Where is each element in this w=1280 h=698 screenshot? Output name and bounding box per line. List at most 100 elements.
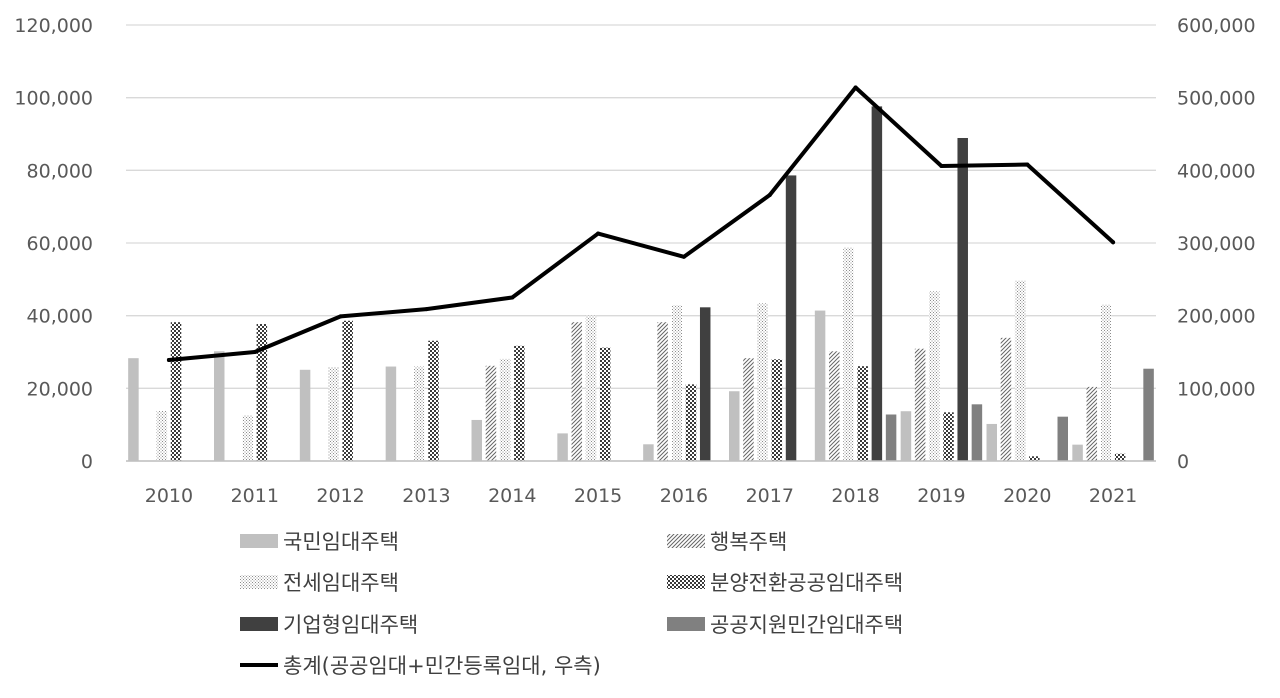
- legend-label: 기업형임대주택: [283, 613, 418, 637]
- legend-swatch-기업형임대주택: [240, 617, 278, 631]
- bar-전세임대주택-2016: [671, 305, 683, 461]
- line-point-total-2016: [681, 254, 686, 259]
- y-right-tick-label: 200,000: [1177, 306, 1256, 328]
- y-right-tick-label: 400,000: [1177, 160, 1256, 182]
- bar-행복주택-2017: [743, 358, 754, 461]
- bar-기업형임대주택-2018: [871, 106, 883, 462]
- bar-국민임대주택-2014: [471, 419, 482, 461]
- line-point-total-2015: [596, 231, 601, 236]
- bar-국민임대주택-2018: [814, 310, 826, 461]
- bar-분양전환공공임대주택-2017: [771, 359, 783, 461]
- legend-label: 국민임대주택: [283, 530, 399, 554]
- bar-국민임대주택-2015: [557, 433, 568, 461]
- x-tick-label: 2021: [1089, 485, 1137, 507]
- bar-전세임대주택-2013: [414, 366, 425, 461]
- y-right-tick-label: 0: [1177, 451, 1189, 473]
- bar-국민임대주택-2012: [299, 369, 311, 461]
- y-left-tick-label: 80,000: [27, 160, 93, 182]
- y-left-tick-label: 20,000: [27, 378, 93, 400]
- y-left-tick-label: 0: [81, 451, 93, 473]
- bar-전세임대주택-2011: [242, 415, 253, 461]
- bar-분양전환공공임대주택-2014: [514, 345, 525, 461]
- x-tick-label: 2018: [831, 485, 879, 507]
- bar-국민임대주택-2016: [643, 444, 654, 461]
- bar-전세임대주택-2012: [328, 367, 339, 461]
- bar-분양전환공공임대주택-2011: [256, 324, 268, 461]
- bar-분양전환공공임대주택-2010: [170, 322, 182, 461]
- bar-국민임대주택-2017: [729, 391, 740, 461]
- line-point-total-2014: [510, 295, 515, 300]
- legend-swatch-전세임대주택: [240, 575, 278, 589]
- series-line-total: [166, 85, 1116, 362]
- legend-label: 전세임대주택: [283, 571, 399, 595]
- x-tick-label: 2011: [231, 485, 279, 507]
- bar-국민임대주택-2011: [214, 351, 225, 461]
- bar-국민임대주택-2020: [986, 423, 997, 461]
- legend-swatch-행복주택: [667, 534, 705, 548]
- bar-기업형임대주택-2019: [957, 137, 968, 461]
- bar-공공지원민간임대주택-2019: [971, 404, 983, 461]
- bar-국민임대주택-2010: [128, 358, 139, 461]
- legend-label: 행복주택: [710, 530, 787, 554]
- x-tick-label: 2012: [316, 485, 364, 507]
- bar-전세임대주택-2019: [929, 291, 940, 461]
- bar-공공지원민간임대주택-2020: [1057, 416, 1068, 461]
- bar-공공지원민간임대주택-2021: [1143, 368, 1154, 461]
- legend-label: 공공지원민간임대주택: [710, 613, 903, 637]
- y-right-tick-label: 100,000: [1177, 378, 1256, 400]
- y-left-tick-label: 40,000: [27, 306, 93, 328]
- legend-swatch-국민임대주택: [240, 534, 278, 548]
- bar-기업형임대주택-2017: [785, 175, 797, 462]
- line-point-total-2019: [939, 163, 944, 168]
- x-tick-label: 2014: [488, 485, 536, 507]
- bar-분양전환공공임대주택-2020: [1029, 456, 1040, 461]
- y-left-tick-label: 100,000: [14, 88, 93, 110]
- bar-국민임대주택-2019: [900, 411, 912, 461]
- y-right-tick-label: 600,000: [1177, 15, 1256, 37]
- x-tick-label: 2013: [402, 485, 450, 507]
- legend-label: 총계(공공임대+민간등록임대, 우측): [283, 654, 601, 678]
- bar-기업형임대주택-2016: [699, 307, 711, 461]
- bar-분양전환공공임대주택-2018: [857, 366, 868, 461]
- bar-전세임대주택-2021: [1100, 304, 1112, 461]
- bar-공공지원민간임대주택-2018: [885, 414, 897, 461]
- x-tick-label: 2010: [145, 485, 193, 507]
- bar-분양전환공공임대주택-2015: [599, 347, 611, 461]
- bar-분양전환공공임대주택-2021: [1114, 453, 1126, 461]
- y-left-tick-label: 60,000: [27, 233, 93, 255]
- legend-swatch-분양전환공공임대주택: [667, 575, 705, 589]
- legend-swatch-공공지원민간임대주택: [667, 617, 705, 631]
- line-point-total-2013: [424, 307, 429, 312]
- x-tick-label: 2017: [746, 485, 794, 507]
- line-point-total-2017: [767, 193, 772, 198]
- bar-국민임대주택-2021: [1072, 444, 1083, 461]
- bar-행복주택-2016: [657, 322, 668, 461]
- bar-행복주택-2021: [1086, 386, 1098, 461]
- line-point-total-2020: [1025, 162, 1030, 167]
- y-left-tick-label: 120,000: [14, 15, 93, 37]
- bar-분양전환공공임대주택-2013: [428, 340, 439, 461]
- bar-분양전환공공임대주택-2016: [685, 384, 697, 461]
- y-right-tick-label: 500,000: [1177, 88, 1256, 110]
- line-point-total-2012: [338, 314, 343, 319]
- bar-행복주택-2018: [829, 351, 840, 461]
- bar-행복주택-2019: [914, 348, 926, 461]
- bar-국민임대주택-2013: [385, 366, 397, 461]
- bar-전세임대주택-2010: [156, 410, 168, 461]
- x-tick-label: 2015: [574, 485, 622, 507]
- bar-전세임대주택-2014: [499, 358, 511, 461]
- bar-행복주택-2014: [485, 365, 497, 461]
- line-point-total-2018: [853, 85, 858, 90]
- y-right-tick-label: 300,000: [1177, 233, 1256, 255]
- bar-행복주택-2015: [571, 322, 583, 461]
- line-point-total-2011: [252, 350, 257, 354]
- x-tick-label: 2016: [660, 485, 708, 507]
- legend-label: 분양전환공공임대주택: [710, 571, 903, 595]
- bar-전세임대주택-2017: [757, 303, 768, 461]
- line-point-total-2021: [1111, 240, 1116, 245]
- bar-전세임대주택-2018: [843, 247, 854, 461]
- bar-분양전환공공임대주택-2012: [342, 320, 353, 461]
- bar-행복주택-2020: [1000, 337, 1012, 461]
- bar-분양전환공공임대주택-2019: [943, 412, 954, 461]
